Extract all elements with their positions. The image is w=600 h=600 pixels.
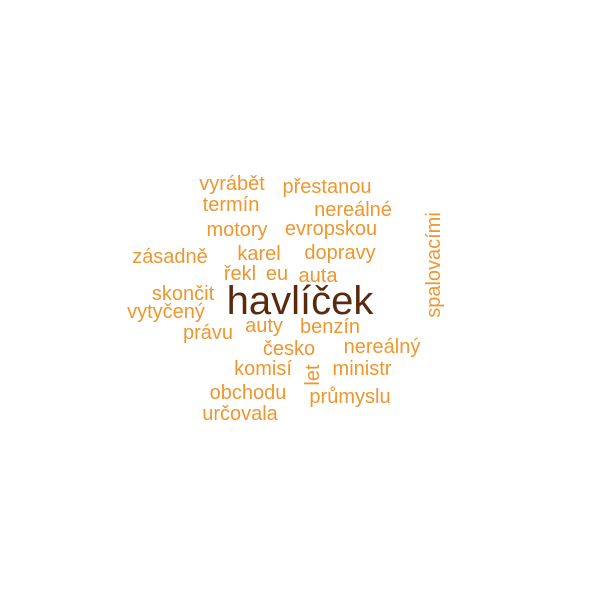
- word-eu: eu: [265, 263, 289, 285]
- word-prumyslu: průmyslu: [309, 386, 391, 408]
- word-skoncit: skončit: [151, 283, 215, 305]
- word-nerealny: nereálný: [343, 336, 421, 358]
- word-komisi: komisí: [234, 358, 292, 380]
- word-rekl: řekl: [223, 263, 257, 285]
- word-benzin: benzín: [299, 316, 361, 338]
- word-auty: auty: [245, 315, 283, 337]
- word-prestanou: přestanou: [282, 176, 372, 198]
- word-spalovacimi: spalovacími: [423, 212, 445, 318]
- word-motory: motory: [206, 219, 268, 241]
- word-karel: karel: [237, 243, 281, 265]
- word-pravu: právu: [182, 322, 234, 344]
- word-urcovala: určovala: [202, 403, 278, 425]
- word-havlicek: havlíček: [226, 279, 374, 323]
- word-nerealne: nereálné: [314, 199, 392, 221]
- word-termin: termín: [202, 194, 260, 216]
- word-ministr: ministr: [332, 358, 392, 380]
- word-dopravy: dopravy: [304, 242, 376, 264]
- word-evropskou: evropskou: [284, 218, 378, 240]
- word-obchodu: obchodu: [209, 382, 287, 404]
- word-cesko: česko: [262, 338, 316, 360]
- word-zasadne: zásadně: [132, 246, 208, 268]
- word-vytyceny: vytyčený: [127, 301, 205, 323]
- word-vyrabet: vyrábět: [199, 173, 265, 195]
- word-auta: auta: [298, 265, 338, 287]
- word-let: let: [302, 364, 324, 386]
